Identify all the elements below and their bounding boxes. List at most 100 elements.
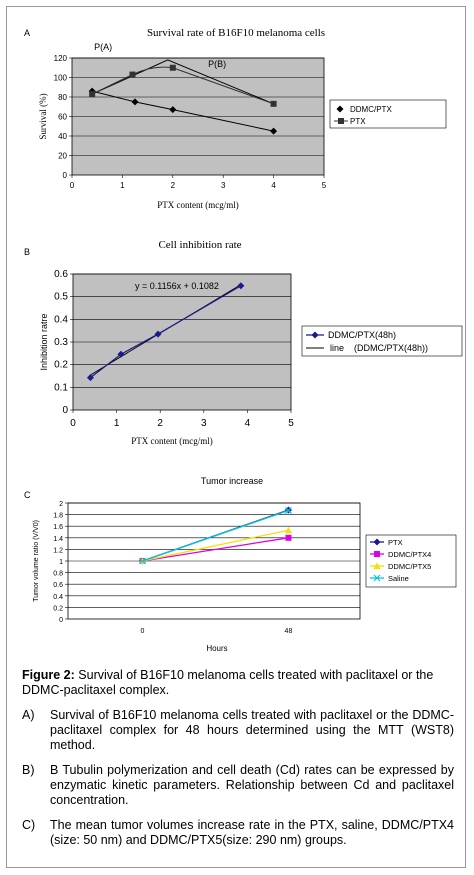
y-tick-label: 0.5 (54, 292, 68, 303)
caption-item-label: B) (22, 763, 35, 777)
x-tick-label: 0 (70, 181, 75, 190)
caption-item-a: A) Survival of B16F10 melanoma cells trea… (22, 708, 454, 753)
caption-item-b: B) B Tubulin polymerization and cell deat… (22, 763, 454, 808)
x-tick-label: 5 (288, 418, 294, 429)
y-tick-label: 120 (54, 54, 68, 63)
caption-list: A) Survival of B16F10 melanoma cells trea… (22, 708, 454, 848)
figure-title-text: Survival of B16F10 melanoma cells treate… (22, 668, 434, 697)
figure-title: Figure 2: Survival of B16F10 melanoma ce… (22, 668, 454, 698)
series-line (142, 537, 289, 562)
legend-box (301, 325, 463, 357)
y-tick-label: 0.4 (54, 314, 68, 325)
panel-letter: A (24, 28, 30, 38)
legend-label: (DDMC/PTX(48h)) (354, 343, 428, 353)
y-tick-label: 1.4 (53, 536, 63, 543)
legend-label: DDMC/PTX (350, 105, 392, 114)
series-line (142, 529, 289, 562)
y-tick-label: 1.8 (53, 513, 63, 520)
data-point (169, 64, 176, 71)
y-tick-label: 1.2 (53, 547, 63, 554)
data-point (270, 100, 277, 107)
x-axis-label: PTX content (mcg/ml) (157, 200, 238, 210)
chart-title: Survival rate of B16F10 melanoma cells (147, 27, 325, 39)
x-tick-label: 2 (157, 418, 163, 429)
legend-label: DDMC/PTX5 (388, 562, 431, 571)
y-tick-label: 0.2 (54, 360, 68, 371)
y-tick-label: 40 (58, 132, 67, 141)
x-tick-label: 2 (171, 181, 176, 190)
figure-charts: A Survival rate of B16F10 melanoma cells 0… (24, 27, 463, 653)
legend-label: PTX (350, 117, 366, 126)
y-tick-label: 20 (58, 152, 67, 161)
caption-item-label: C) (22, 818, 36, 832)
y-tick-label: 1 (59, 559, 63, 566)
legend-marker (311, 331, 319, 339)
y-tick-label: 0.6 (53, 582, 63, 589)
x-axis-label: Hours (206, 644, 227, 653)
y-tick-label: 0.1 (54, 382, 68, 393)
y-tick-label: 1.6 (53, 524, 63, 531)
legend-marker (373, 538, 381, 546)
x-tick-label: 0 (70, 418, 76, 429)
figure-label: Figure 2: (22, 668, 75, 682)
legend-box (329, 99, 447, 129)
y-tick-label: 0 (59, 617, 63, 624)
data-point (131, 98, 139, 106)
y-tick-label: 100 (54, 74, 68, 83)
x-tick-label: 3 (221, 181, 226, 190)
data-point (129, 71, 136, 78)
legend-marker (373, 574, 381, 582)
caption-item-text: The mean tumor volumes increase rate in … (50, 818, 454, 847)
legend-marker (338, 118, 344, 124)
figure-frame (6, 6, 466, 868)
data-point (139, 557, 146, 565)
y-tick-label: 80 (58, 93, 67, 102)
y-tick-label: 0.2 (53, 605, 63, 612)
data-point (154, 330, 162, 338)
legend-marker (336, 105, 344, 113)
legend-marker (373, 562, 381, 569)
y-axis-label: Tumor volume ratio (V/V0) (33, 520, 40, 602)
x-tick-label: 48 (285, 628, 293, 635)
legend-label: Saline (388, 574, 409, 583)
x-tick-label: 1 (120, 181, 125, 190)
y-tick-label: 0 (63, 171, 68, 180)
y-tick-label: 0.3 (54, 337, 68, 348)
panel-letter: B (24, 247, 30, 257)
legend-label: PTX (388, 538, 403, 547)
legend-label: DDMC/PTX(48h) (328, 330, 396, 340)
x-tick-label: 4 (245, 418, 251, 429)
y-tick-label: 0.6 (54, 269, 68, 280)
annotation: P(A) (94, 42, 112, 52)
data-point (86, 374, 94, 382)
data-point (284, 526, 292, 534)
legend-label: line (330, 343, 344, 353)
series-line (142, 509, 289, 562)
y-tick-label: 2 (59, 501, 63, 508)
caption-item-text: B Tubulin polymerization and cell death … (50, 763, 454, 807)
x-tick-label: 4 (271, 181, 276, 190)
annotation: P(B) (208, 59, 226, 69)
x-axis-label: PTX content (mcg/ml) (131, 436, 212, 446)
caption-item-c: C) The mean tumor volumes increase rate i… (22, 818, 454, 848)
y-axis-label: Survival (%) (38, 93, 48, 139)
caption-item-text: Survival of B16F10 melanoma cells treate… (50, 708, 454, 752)
data-point (169, 106, 177, 114)
data-point (285, 534, 292, 541)
figure-caption: Figure 2: Survival of B16F10 melanoma ce… (22, 668, 454, 858)
panel-letter: C (24, 490, 31, 500)
data-point (89, 91, 96, 98)
data-point (270, 127, 278, 135)
data-point (237, 282, 245, 290)
legend-label: DDMC/PTX4 (388, 550, 431, 559)
y-tick-label: 60 (58, 113, 67, 122)
x-tick-label: 0 (141, 628, 145, 635)
y-axis-label: Inhibition ratre (39, 313, 49, 370)
caption-item-label: A) (22, 708, 35, 722)
trend-equation: y = 0.1156x + 0.1082 (135, 281, 219, 291)
x-tick-label: 1 (114, 418, 120, 429)
chart-title: Tumor increase (201, 476, 263, 486)
series-line (90, 285, 242, 379)
series-line (92, 90, 274, 132)
y-tick-label: 0.8 (53, 571, 63, 578)
